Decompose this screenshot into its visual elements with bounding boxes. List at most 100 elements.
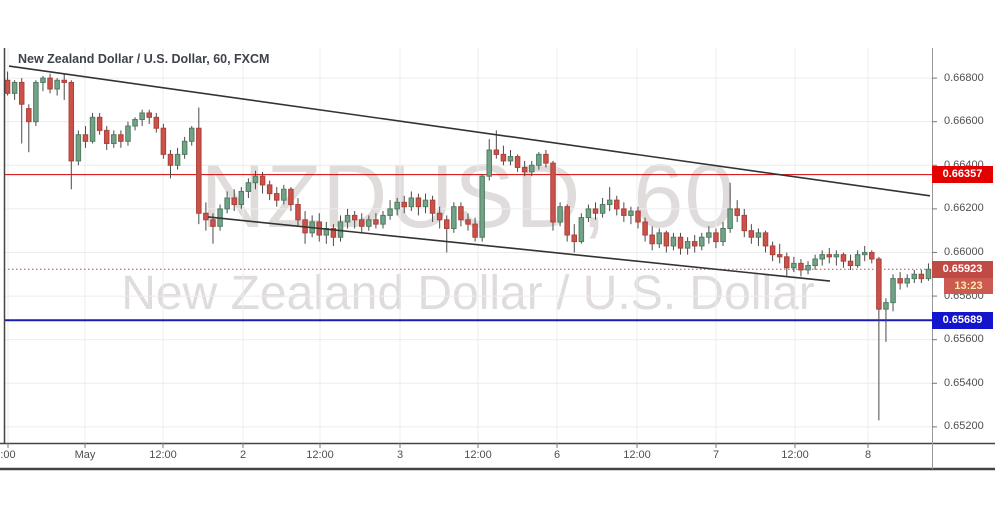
time-axis-label: 2 [239, 449, 247, 461]
candle-down [876, 258, 882, 310]
candle-up [720, 227, 726, 243]
candle-up [139, 112, 145, 121]
candle-up [238, 190, 245, 206]
candle-up [507, 156, 514, 162]
candle-up [451, 206, 457, 229]
candle-up [387, 208, 393, 216]
candle-down [918, 273, 925, 280]
candle-up [408, 197, 415, 208]
candle-up [585, 208, 592, 219]
candle-down [61, 79, 67, 83]
candle-up [33, 81, 39, 123]
time-axis-label: 12:00 [781, 449, 809, 461]
support-price-label: 0.65689 [932, 311, 993, 329]
candle-up [536, 153, 542, 166]
candle-down [826, 254, 833, 258]
candle-up [727, 208, 733, 229]
candle-down [762, 232, 769, 247]
lower-channel-trendline[interactable] [207, 216, 831, 282]
candle-down [897, 278, 903, 284]
candle-up [174, 153, 181, 166]
candle-up [805, 265, 811, 271]
candle-down [330, 227, 337, 238]
candle-up [11, 81, 18, 94]
candle-down [153, 116, 160, 129]
candle-down [231, 197, 237, 206]
candle-up [670, 236, 677, 247]
candle-up [628, 210, 634, 216]
candle-down [415, 197, 422, 208]
candle-down [564, 206, 570, 236]
candle-down [798, 262, 804, 271]
candle-up [861, 251, 868, 256]
candle-down [373, 219, 379, 225]
time-axis-label: 8 [864, 449, 872, 461]
price-axis-label: 0.66600 [944, 115, 984, 128]
price-axis-label: 0.65400 [944, 376, 984, 389]
candle-down [734, 208, 740, 216]
candle-up [791, 262, 797, 269]
candle-up [684, 241, 691, 249]
upper-channel-trendline[interactable] [8, 65, 931, 197]
resistance-price-label: 0.66357 [932, 166, 993, 184]
candle-up [479, 175, 485, 238]
candle-up [89, 116, 96, 142]
candle-down [82, 134, 89, 142]
candle-up [486, 149, 493, 177]
candle-down [458, 206, 464, 221]
candle-up [904, 278, 910, 284]
candle-up [699, 236, 705, 247]
candle-up [75, 134, 82, 162]
candle-up [181, 140, 188, 155]
candle-down [614, 199, 620, 210]
candle-down [273, 193, 280, 201]
candle-down [167, 153, 174, 166]
candle-down [472, 223, 478, 238]
candle-down [103, 129, 110, 144]
candle-down [196, 127, 202, 214]
price-axis-label: 0.65200 [944, 420, 984, 433]
price-axis-label: 0.66000 [944, 245, 984, 258]
candle-up [394, 201, 400, 210]
candle-down [713, 232, 719, 243]
price-axis-label: 0.66800 [944, 71, 984, 84]
candle-down [663, 232, 670, 247]
candle-down [266, 184, 273, 195]
candle-down [571, 234, 578, 243]
time-axis-label: May [74, 449, 96, 461]
candle-down [465, 219, 471, 225]
candle-down [642, 221, 648, 236]
candle-down [436, 212, 443, 221]
candle-up [833, 254, 840, 258]
candle-up [422, 199, 429, 208]
last-price-label: 0.65923 [932, 260, 993, 278]
candle-down [351, 214, 358, 221]
candle-down [160, 127, 167, 155]
candle-down [288, 188, 294, 206]
candle-down [677, 236, 684, 249]
candle-down [259, 175, 266, 186]
candle-down [769, 245, 776, 256]
time-axis-label: 12:00 [306, 449, 334, 461]
time-axis-label: :00 [0, 449, 16, 461]
candle-down [621, 208, 627, 216]
time-axis-label: 3 [396, 449, 404, 461]
watermark-name: New Zealand Dollar / U.S. Dollar [121, 267, 815, 320]
candle-up [281, 188, 287, 201]
candle-down [869, 251, 875, 260]
candle-down [748, 230, 755, 238]
candle-down [96, 116, 103, 131]
candle-up [755, 232, 762, 238]
price-axis-label: 0.66200 [944, 202, 984, 215]
candle-down [68, 81, 75, 162]
bar-countdown-label: 13:23 [944, 277, 993, 294]
candle-up [656, 232, 663, 245]
candle-up [111, 134, 117, 144]
time-axis-label: 7 [712, 449, 720, 461]
chart-title: New Zealand Dollar / U.S. Dollar, 60, FX… [18, 52, 270, 66]
candle-down [635, 210, 641, 223]
candle-up [925, 268, 932, 280]
candle-up [245, 182, 252, 192]
